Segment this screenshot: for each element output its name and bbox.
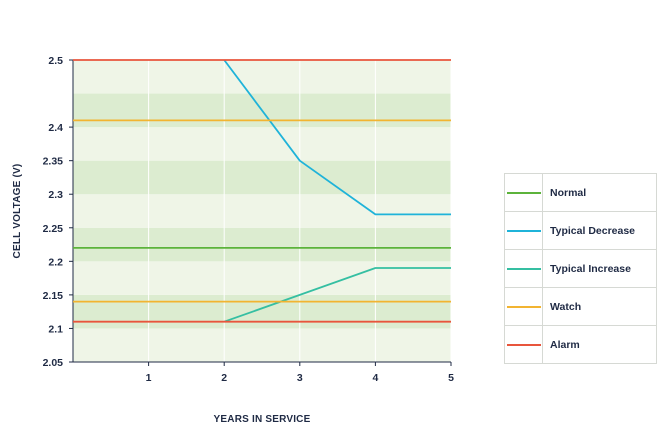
x-tick-label: 3 [297,372,303,384]
y-tick-label: 2.2 [48,256,63,268]
plot-band [73,261,451,295]
chart-legend: Normal Typical Decrease Typical Increase Wa… [504,173,657,364]
legend-swatch [506,343,541,346]
legend-item-normal: Normal [505,174,656,212]
y-tick-label: 2.35 [43,156,64,168]
plot-band [73,227,451,262]
series-line-typical-increase [223,267,451,323]
y-tick-label: 2.25 [43,223,64,235]
legend-swatch-cell [505,212,543,249]
legend-label: Normal [550,186,587,199]
legend-swatch-cell [505,174,543,211]
series-line-typical-decrease [223,59,451,216]
legend-swatch-cell [505,250,543,287]
plot-band [73,328,451,362]
legend-item-typical-increase: Typical Increase [505,250,656,288]
legend-label: Typical Decrease [550,224,636,237]
x-tick-label: 2 [221,372,227,384]
legend-swatch [506,305,541,308]
x-tick-label: 4 [372,372,378,384]
legend-swatch-cell [505,326,543,363]
plot-band [73,60,451,94]
y-tick-label: 2.3 [48,189,63,201]
legend-item-watch: Watch [505,288,656,326]
plot-band [73,194,451,228]
legend-swatch [506,267,541,270]
x-axis-title: YEARS IN SERVICE [214,414,311,425]
y-axis-title: CELL VOLTAGE (V) [12,164,23,259]
plot-band [73,294,451,329]
x-tick-label: 1 [146,372,152,384]
y-tick-label: 2.4 [48,122,63,134]
y-tick-label: 2.1 [48,323,63,335]
y-tick-label: 2.15 [43,290,64,302]
legend-swatch [506,191,541,194]
y-tick-label: 2.5 [48,55,63,67]
legend-label: Typical Increase [550,262,631,275]
legend-label: Watch [550,300,582,313]
plot-band [73,160,451,195]
legend-item-alarm: Alarm [505,326,656,364]
legend-swatch-cell [505,288,543,325]
legend-label: Alarm [550,338,580,351]
legend-swatch [506,229,541,232]
x-tick-label: 5 [448,372,454,384]
legend-item-typical-decrease: Typical Decrease [505,212,656,250]
y-tick-label: 2.05 [43,357,64,369]
plot-band [73,127,451,161]
